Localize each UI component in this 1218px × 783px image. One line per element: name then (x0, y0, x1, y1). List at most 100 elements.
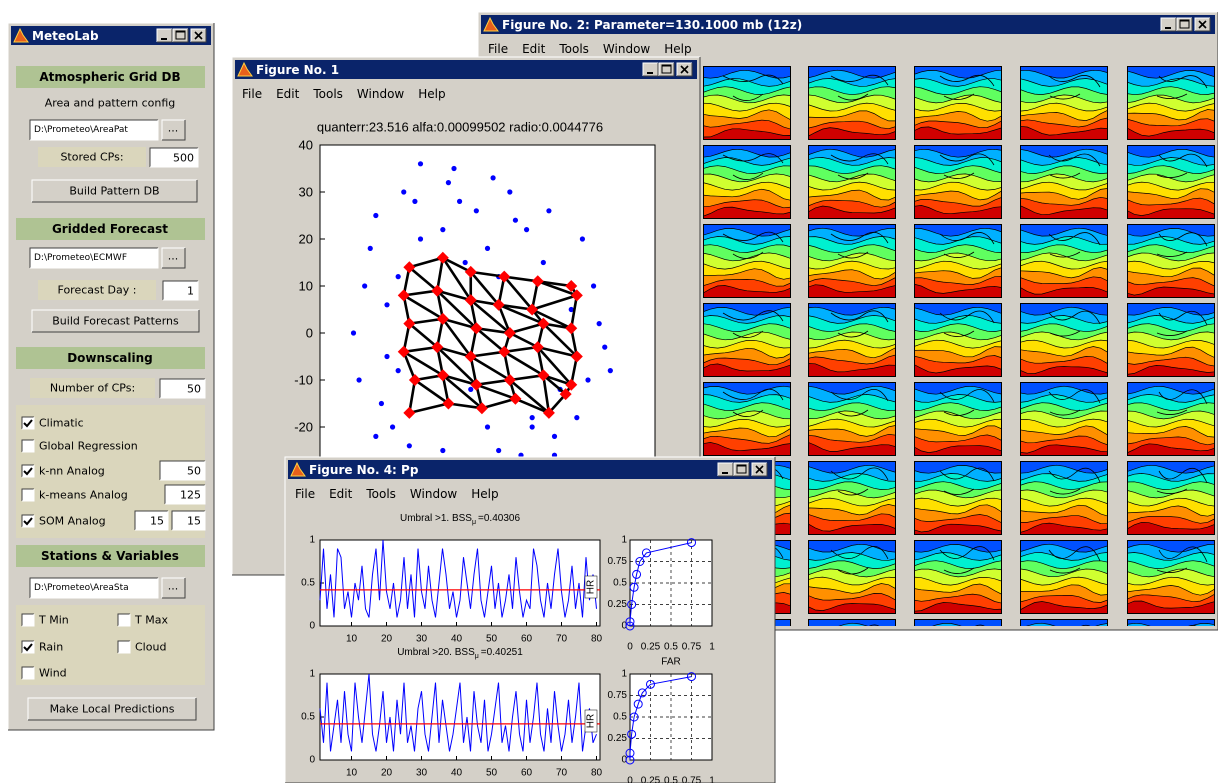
x-tick-label: 80 (591, 768, 603, 779)
checkbox-label[interactable]: Climatic (39, 417, 84, 430)
checkbox[interactable] (22, 641, 34, 653)
checkbox[interactable] (22, 440, 34, 452)
checkbox-label[interactable]: Wind (39, 667, 67, 680)
x-tick-label: 40 (451, 768, 463, 779)
contour-band (1020, 674, 1108, 699)
data-point (580, 236, 585, 241)
contour-band (1020, 656, 1108, 699)
y-tick-label: 40 (299, 138, 313, 153)
title-subscript: μ (472, 519, 476, 526)
data-point (418, 236, 423, 241)
map-tile (703, 224, 791, 304)
checkbox-label[interactable]: k-means Analog (39, 489, 128, 502)
browse-label: ... (168, 250, 179, 263)
data-point (379, 401, 384, 406)
data-point (384, 354, 389, 359)
menu-item[interactable]: Tools (312, 87, 343, 101)
x-tick-label: 70 (556, 634, 568, 645)
menu-item[interactable]: Edit (329, 487, 353, 501)
contour-band (1127, 671, 1215, 699)
title-subscript: μ (475, 653, 479, 660)
roc-y-tick-label: 0.5 (613, 578, 627, 589)
y-tick-label: 1 (309, 535, 315, 546)
map-tile (808, 66, 896, 146)
legend-label: HR (586, 714, 597, 728)
checkbox[interactable] (118, 641, 130, 653)
data-point (463, 260, 468, 265)
number-text: 15 (187, 515, 201, 528)
window-minimize-button[interactable] (643, 63, 658, 76)
menu-item[interactable]: Tools (365, 487, 396, 501)
checkbox[interactable] (118, 614, 130, 626)
y-tick-label: 30 (299, 185, 313, 200)
data-point (412, 199, 417, 204)
roc-x-tick-label: 0.5 (664, 776, 678, 783)
window: Figure No. 4: PpFileEditToolsWindowHelpU… (285, 457, 775, 783)
checkbox-label[interactable]: Cloud (135, 641, 166, 654)
menu-item[interactable]: Tools (558, 42, 589, 56)
window-title: Figure No. 2: Parameter=130.1000 mb (12z… (502, 18, 802, 32)
data-point (351, 330, 356, 335)
button-label: Build Pattern DB (69, 185, 159, 198)
map-tile (808, 224, 896, 304)
number-text: 15 (150, 515, 164, 528)
menu-item[interactable]: Window (410, 487, 458, 501)
menu-item[interactable]: Help (664, 42, 691, 56)
menu-item[interactable]: Edit (522, 42, 546, 56)
data-point (513, 218, 518, 223)
map-tile (703, 66, 791, 146)
checkbox[interactable] (22, 417, 34, 429)
menu-item[interactable]: File (488, 42, 508, 56)
window: MeteoLabAtmospheric Grid DBArea and patt… (8, 23, 214, 730)
checkbox-label[interactable]: Rain (39, 641, 63, 654)
map-tile (1020, 540, 1108, 620)
menu-item[interactable]: File (295, 487, 315, 501)
plot-title: quanterr:23.516 alfa:0.00099502 radio:0.… (317, 120, 603, 135)
map-tile (914, 66, 1002, 146)
data-point (585, 377, 590, 382)
checkbox-label[interactable]: Global Regression (39, 440, 138, 453)
screen: MeteoLabAtmospheric Grid DBArea and patt… (0, 0, 1218, 783)
map-tile (1020, 224, 1108, 304)
data-point (362, 283, 367, 288)
data-point (474, 208, 479, 213)
title-value: =0.40251 (481, 647, 523, 658)
contour-band (808, 663, 896, 699)
map-tile (703, 303, 791, 383)
data-point (597, 321, 602, 326)
checkbox-label[interactable]: k-nn Analog (39, 465, 105, 478)
data-point (396, 368, 401, 373)
map-tile (914, 382, 1002, 462)
roc-x-tick-label: 0.25 (641, 776, 661, 783)
checkbox[interactable] (22, 614, 34, 626)
map-tile (914, 224, 1002, 304)
menu-item[interactable]: Help (471, 487, 498, 501)
field-label: Number of CPs: (50, 382, 135, 395)
map-tile (1020, 66, 1108, 146)
menu-item[interactable]: Window (357, 87, 405, 101)
map-tile (1127, 461, 1215, 541)
checkbox[interactable] (22, 667, 34, 679)
window-minimize-button[interactable] (718, 463, 733, 476)
window-minimize-button[interactable] (157, 29, 172, 42)
checkbox-label[interactable]: T Max (134, 614, 168, 627)
map-tile (914, 540, 1002, 620)
data-point (407, 443, 412, 448)
checkbox[interactable] (22, 489, 34, 501)
window-minimize-button[interactable] (1161, 18, 1176, 31)
checkbox-label[interactable]: T Min (38, 614, 69, 627)
contour-band (1020, 648, 1108, 699)
checkbox[interactable] (22, 465, 34, 477)
map-tile (914, 461, 1002, 541)
menu-item[interactable]: Edit (276, 87, 300, 101)
map-tile (914, 145, 1002, 225)
data-point (440, 448, 445, 453)
menu-item[interactable]: Help (418, 87, 445, 101)
menu-item[interactable]: File (242, 87, 262, 101)
x-tick-label: 30 (416, 768, 428, 779)
map-tile (914, 303, 1002, 383)
checkbox-label[interactable]: SOM Analog (39, 515, 106, 528)
checkbox[interactable] (22, 515, 34, 527)
map-tile (1020, 145, 1108, 225)
menu-item[interactable]: Window (603, 42, 651, 56)
